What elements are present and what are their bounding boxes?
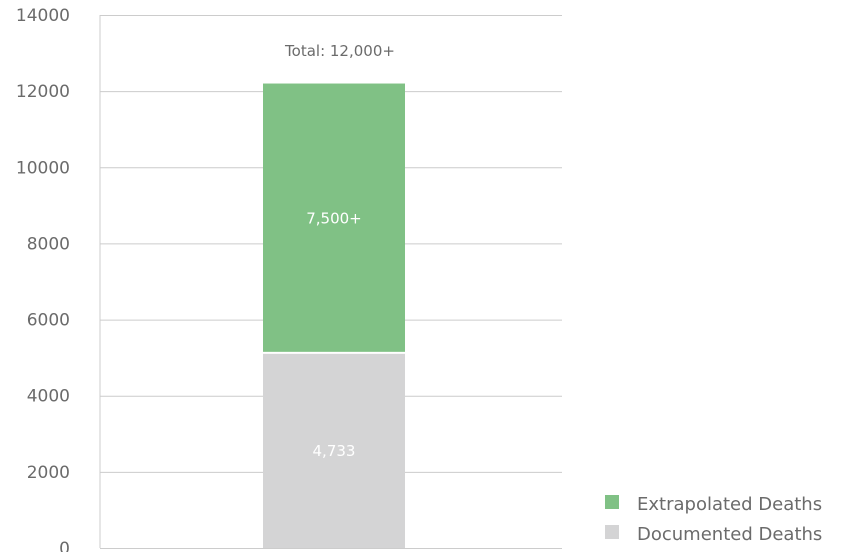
y-tick-label-8000: 8000 — [27, 234, 70, 254]
segment-labels: 4,733 7,500+ — [306, 210, 362, 460]
segment-label-extrapolated-deaths: 7,500+ — [306, 210, 362, 228]
y-tick-label-14000: 14000 — [16, 6, 70, 26]
legend: Extrapolated Deaths Documented Deaths — [605, 494, 822, 545]
y-tick-labels: 0 2000 4000 6000 8000 10000 12000 14000 — [16, 6, 70, 552]
bar-segment-documented-deaths — [263, 353, 405, 548]
legend-label-documented-deaths: Documented Deaths — [637, 524, 822, 545]
y-tick-label-2000: 2000 — [27, 463, 70, 483]
y-tick-label-0: 0 — [59, 539, 70, 552]
y-tick-label-10000: 10000 — [16, 158, 70, 178]
bar-segments — [263, 83, 405, 548]
legend-swatch-extrapolated-deaths — [605, 495, 619, 509]
y-tick-label-12000: 12000 — [16, 82, 70, 102]
total-label: Total: 12,000+ — [284, 42, 395, 60]
legend-swatch-documented-deaths — [605, 525, 619, 539]
y-tick-label-6000: 6000 — [27, 311, 70, 331]
segment-label-documented-deaths: 4,733 — [313, 442, 356, 460]
bar-segment-extrapolated-deaths — [263, 83, 405, 352]
y-tick-label-4000: 4000 — [27, 387, 70, 407]
legend-label-extrapolated-deaths: Extrapolated Deaths — [637, 494, 822, 515]
